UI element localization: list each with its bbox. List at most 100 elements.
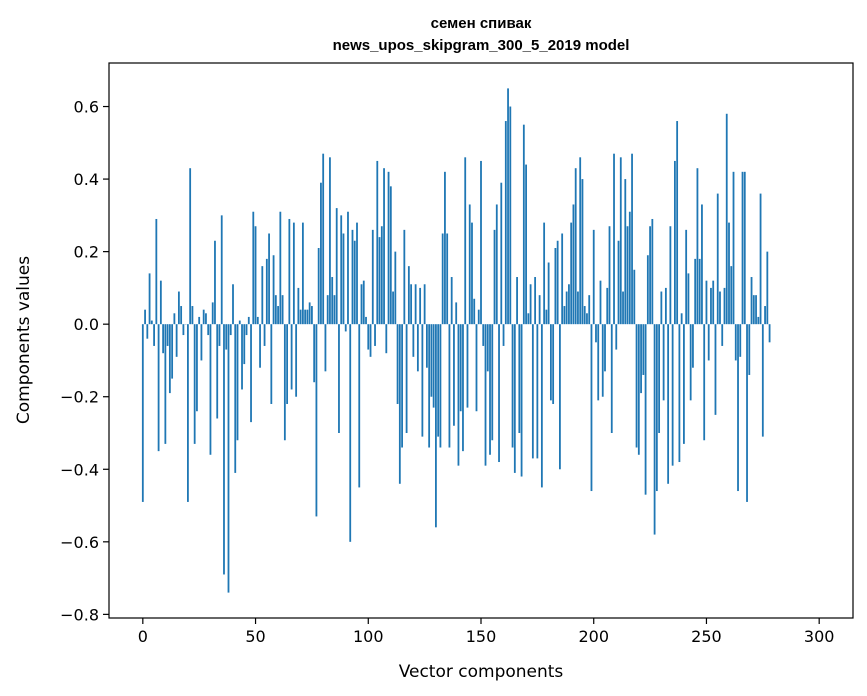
bar	[563, 306, 566, 325]
bar	[480, 160, 482, 325]
plot-frame	[108, 62, 854, 619]
bar	[529, 284, 532, 325]
bar	[540, 324, 543, 488]
bar	[410, 284, 413, 325]
bar	[484, 324, 487, 466]
bar-series	[141, 88, 771, 593]
bar	[676, 121, 679, 325]
bar	[187, 324, 189, 502]
bar	[626, 226, 629, 325]
bar	[750, 277, 753, 325]
bar	[446, 233, 449, 325]
bar	[500, 182, 503, 325]
bar	[590, 324, 593, 492]
bar	[196, 324, 198, 412]
bar	[477, 309, 480, 325]
bar	[216, 324, 219, 419]
bar	[394, 251, 397, 325]
bar	[743, 171, 746, 325]
bar	[259, 324, 261, 368]
bar	[403, 229, 406, 325]
bar	[759, 193, 762, 325]
bar	[371, 229, 374, 325]
bar	[245, 324, 248, 336]
bar	[383, 168, 385, 325]
bar	[396, 324, 399, 404]
bar	[419, 287, 422, 325]
bar	[369, 324, 372, 357]
bar	[322, 153, 325, 325]
bar	[324, 324, 327, 372]
bar	[631, 153, 633, 325]
bar	[437, 324, 440, 437]
bar	[615, 324, 618, 350]
bar	[739, 324, 742, 357]
y-tick-label: −0.6	[60, 533, 99, 552]
bar	[389, 186, 392, 325]
bar	[509, 106, 512, 325]
bar	[687, 273, 690, 325]
bar	[707, 324, 710, 361]
bar	[703, 324, 706, 441]
bar	[299, 309, 302, 325]
bar	[338, 324, 340, 433]
y-tick-label: 0.6	[74, 98, 99, 117]
bar	[306, 309, 309, 325]
bar	[554, 248, 557, 325]
bar	[171, 324, 174, 379]
bar	[572, 204, 575, 325]
y-tick-label: −0.8	[60, 605, 99, 624]
bar	[606, 287, 609, 325]
bar	[175, 324, 178, 357]
bar	[583, 306, 586, 325]
bar	[646, 255, 649, 325]
bar	[653, 324, 656, 535]
bar	[444, 171, 446, 325]
bar	[281, 295, 284, 325]
bar	[502, 324, 505, 346]
bar	[658, 324, 661, 433]
bar	[671, 324, 674, 466]
bar	[326, 295, 329, 325]
bar	[365, 316, 367, 325]
bar	[748, 324, 751, 375]
bar	[678, 324, 681, 463]
bar	[466, 324, 469, 408]
bar	[374, 324, 376, 346]
bar	[144, 309, 146, 325]
bar	[493, 229, 496, 325]
bar	[214, 240, 216, 325]
bar	[649, 226, 651, 325]
bar	[423, 284, 426, 325]
bar	[459, 324, 462, 412]
bar	[464, 157, 467, 325]
y-tick-label: −0.4	[60, 460, 99, 479]
bar	[162, 324, 165, 354]
bar	[531, 324, 534, 459]
bar	[692, 324, 694, 368]
bar	[146, 324, 149, 339]
bar	[489, 324, 491, 455]
bar	[173, 313, 176, 325]
bar	[398, 324, 401, 484]
chart-title-line-1: семен спивак	[431, 15, 532, 32]
bar	[227, 324, 230, 593]
bar	[543, 222, 546, 325]
bar	[577, 291, 579, 325]
bar	[545, 309, 548, 325]
bar	[766, 251, 769, 325]
bar	[211, 302, 214, 325]
bar	[189, 168, 192, 325]
bar	[301, 222, 304, 325]
bar	[664, 287, 667, 325]
bar	[335, 208, 338, 325]
bar	[522, 124, 525, 325]
bar	[680, 313, 683, 325]
bar	[155, 218, 158, 325]
bar	[168, 324, 171, 394]
bar	[220, 215, 223, 325]
bar	[247, 316, 250, 325]
bar	[209, 324, 212, 455]
bar	[401, 324, 403, 448]
bar	[241, 324, 243, 390]
